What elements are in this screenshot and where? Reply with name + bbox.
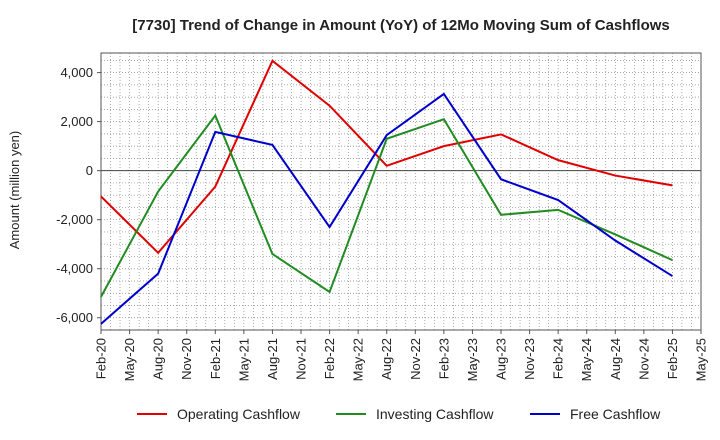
y-tick-label: -2,000 [56, 212, 93, 227]
x-tick-label: Nov-23 [522, 338, 537, 380]
y-axis-title: Amount (million yen) [7, 131, 22, 250]
x-tick-label: Aug-23 [494, 338, 509, 380]
chart-title: [7730] Trend of Change in Amount (YoY) o… [132, 17, 670, 34]
x-tick-label: Nov-24 [636, 338, 651, 380]
x-tick-label: Aug-21 [265, 338, 280, 380]
x-tick-label: May-21 [236, 338, 251, 381]
x-tick-label: Feb-25 [665, 338, 680, 379]
legend-label-investing-cashflow: Investing Cashflow [376, 406, 494, 422]
legend-label-free-cashflow: Free Cashflow [570, 406, 661, 422]
x-tick-label: May-22 [351, 338, 366, 381]
legend-label-operating-cashflow: Operating Cashflow [177, 406, 301, 422]
plot-background [101, 53, 701, 330]
x-tick-label: Nov-22 [408, 338, 423, 380]
x-tick-label: Feb-21 [208, 338, 223, 379]
x-tick-label: May-23 [465, 338, 480, 381]
x-tick-label: Aug-24 [608, 338, 623, 380]
y-tick-label: 0 [86, 163, 93, 178]
series-line-free-cashflow [100, 92, 673, 325]
x-tick-label: Feb-20 [94, 338, 109, 379]
plot-frame [100, 52, 702, 331]
series-line-operating-cashflow [100, 59, 673, 255]
y-tick-label: -6,000 [56, 310, 93, 325]
y-tick-label: 4,000 [60, 65, 93, 80]
x-tick-label: May-24 [579, 338, 594, 381]
x-tick-label: Nov-21 [294, 338, 309, 380]
x-tick-label: Feb-23 [436, 338, 451, 379]
x-tick-label: May-25 [694, 338, 709, 381]
y-tick-label: 2,000 [60, 114, 93, 129]
series-line-investing-cashflow [100, 113, 673, 298]
x-tick-label: Feb-24 [551, 338, 566, 379]
x-tick-label: May-20 [122, 338, 137, 381]
x-tick-label: Nov-20 [179, 338, 194, 380]
x-tick-label: Aug-20 [151, 338, 166, 380]
y-tick-label: -4,000 [56, 261, 93, 276]
x-tick-label: Aug-22 [379, 338, 394, 380]
x-tick-label: Feb-22 [322, 338, 337, 379]
legend: Operating Cashflow Investing Cashflow Free… [137, 406, 661, 422]
